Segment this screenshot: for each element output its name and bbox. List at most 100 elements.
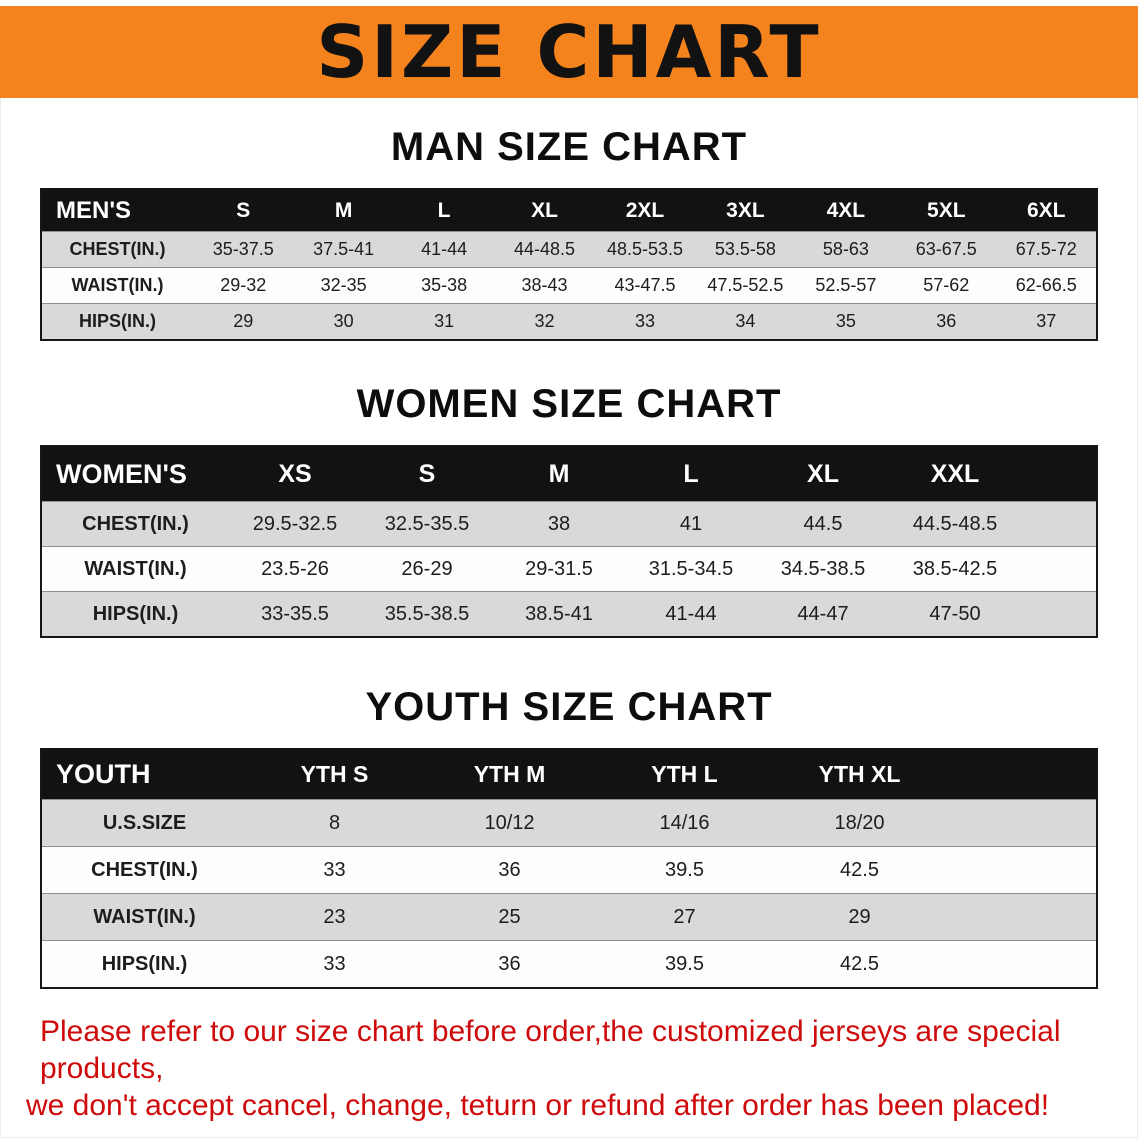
table-row: HIPS(IN.) 33 36 39.5 42.5 (41, 940, 1097, 988)
size-value-cell: 8 (247, 799, 422, 847)
size-value-cell: 10/12 (422, 799, 597, 847)
size-header-cell: M (293, 189, 394, 232)
men-table-header-row: MEN'S S M L XL 2XL 3XL 4XL 5XL 6XL (41, 189, 1097, 232)
men-corner-header: MEN'S (41, 189, 193, 232)
size-header-cell: L (625, 446, 757, 502)
size-header-cell: XL (757, 446, 889, 502)
row-label-cell: U.S.SIZE (41, 799, 247, 847)
youth-table-header-row: YOUTH YTH S YTH M YTH L YTH XL (41, 749, 1097, 800)
women-chart-heading: WOMEN SIZE CHART (356, 382, 782, 426)
size-value-cell: 14/16 (597, 799, 772, 847)
size-value-cell: 29-31.5 (493, 546, 625, 592)
size-value-cell: 33-35.5 (229, 591, 361, 637)
size-value-cell: 44.5-48.5 (889, 501, 1021, 547)
size-header-cell: 3XL (695, 189, 796, 232)
filler-cell (1021, 591, 1097, 637)
table-row: WAIST(IN.) 23.5-26 26-29 29-31.5 31.5-34… (41, 546, 1097, 592)
size-value-cell: 38-43 (494, 267, 595, 304)
size-value-cell: 31 (393, 303, 495, 340)
page-title: SIZE CHART (316, 10, 822, 94)
men-size-table: MEN'S S M L XL 2XL 3XL 4XL 5XL 6XL CHEST… (40, 188, 1098, 341)
size-header-cell: YTH S (247, 749, 422, 800)
size-header-cell: YTH L (597, 749, 772, 800)
women-section: WOMEN SIZE CHART WOMEN'S XS S M L XL XXL (0, 381, 1138, 638)
table-row: CHEST(IN.) 29.5-32.5 32.5-35.5 38 41 44.… (41, 501, 1097, 547)
row-label-cell: WAIST(IN.) (41, 546, 229, 592)
size-value-cell: 29 (772, 893, 947, 941)
size-header-cell: M (493, 446, 625, 502)
size-value-cell: 58-63 (795, 231, 897, 268)
row-label-cell: HIPS(IN.) (41, 940, 247, 988)
size-header-cell: XL (494, 189, 595, 232)
banner: SIZE CHART (0, 6, 1138, 98)
size-value-cell: 30 (293, 303, 394, 340)
size-value-cell: 44-48.5 (494, 231, 595, 268)
size-value-cell: 43-47.5 (594, 267, 696, 304)
size-value-cell: 47-50 (889, 591, 1021, 637)
size-value-cell: 34 (695, 303, 796, 340)
size-value-cell: 35 (795, 303, 897, 340)
table-row: U.S.SIZE 8 10/12 14/16 18/20 (41, 799, 1097, 847)
filler-cell (1021, 501, 1097, 547)
size-value-cell: 53.5-58 (695, 231, 796, 268)
size-value-cell: 23.5-26 (229, 546, 361, 592)
size-value-cell: 44-47 (757, 591, 889, 637)
youth-size-table: YOUTH YTH S YTH M YTH L YTH XL U.S.SIZE … (40, 748, 1098, 989)
youth-chart-heading: YOUTH SIZE CHART (365, 685, 773, 729)
size-value-cell: 18/20 (772, 799, 947, 847)
size-header-cell: S (361, 446, 493, 502)
size-value-cell: 35-37.5 (193, 231, 294, 268)
size-header-cell: XS (229, 446, 361, 502)
filler-cell (1021, 546, 1097, 592)
size-header-cell: YTH XL (772, 749, 947, 800)
size-value-cell: 41 (625, 501, 757, 547)
size-value-cell: 32.5-35.5 (361, 501, 493, 547)
size-value-cell: 38.5-42.5 (889, 546, 1021, 592)
size-value-cell: 42.5 (772, 940, 947, 988)
filler-cell (947, 846, 1097, 894)
size-value-cell: 63-67.5 (896, 231, 997, 268)
size-value-cell: 44.5 (757, 501, 889, 547)
table-row: WAIST(IN.) 23 25 27 29 (41, 893, 1097, 941)
size-value-cell: 38 (493, 501, 625, 547)
filler-cell (947, 940, 1097, 988)
size-header-cell: 2XL (594, 189, 696, 232)
size-value-cell: 62-66.5 (996, 267, 1097, 304)
size-header-cell: L (393, 189, 495, 232)
size-value-cell: 33 (247, 846, 422, 894)
women-table-header-row: WOMEN'S XS S M L XL XXL (41, 446, 1097, 502)
size-value-cell: 23 (247, 893, 422, 941)
row-label-cell: HIPS(IN.) (41, 303, 193, 340)
size-value-cell: 42.5 (772, 846, 947, 894)
row-label-cell: WAIST(IN.) (41, 893, 247, 941)
size-value-cell: 41-44 (625, 591, 757, 637)
size-value-cell: 33 (247, 940, 422, 988)
men-section: MAN SIZE CHART MEN'S S M L XL 2XL 3XL 4X… (0, 124, 1138, 341)
size-value-cell: 52.5-57 (795, 267, 897, 304)
disclaimer-note: Please refer to our size chart before or… (26, 1013, 1118, 1124)
size-header-cell: 4XL (795, 189, 897, 232)
filler-cell (947, 799, 1097, 847)
women-corner-header: WOMEN'S (41, 446, 229, 502)
men-chart-heading: MAN SIZE CHART (390, 125, 748, 169)
size-value-cell: 35-38 (393, 267, 495, 304)
table-row: CHEST(IN.) 35-37.5 37.5-41 41-44 44-48.5… (41, 231, 1097, 268)
row-label-cell: HIPS(IN.) (41, 591, 229, 637)
table-row: HIPS(IN.) 33-35.5 35.5-38.5 38.5-41 41-4… (41, 591, 1097, 637)
row-label-cell: WAIST(IN.) (41, 267, 193, 304)
table-row: WAIST(IN.) 29-32 32-35 35-38 38-43 43-47… (41, 267, 1097, 304)
filler-cell (1021, 446, 1097, 502)
size-value-cell: 37 (996, 303, 1097, 340)
size-value-cell: 29 (193, 303, 294, 340)
size-value-cell: 36 (422, 940, 597, 988)
row-label-cell: CHEST(IN.) (41, 846, 247, 894)
size-header-cell: XXL (889, 446, 1021, 502)
size-value-cell: 67.5-72 (996, 231, 1097, 268)
size-header-cell: 5XL (896, 189, 997, 232)
size-value-cell: 33 (594, 303, 696, 340)
size-header-cell: YTH M (422, 749, 597, 800)
size-value-cell: 57-62 (896, 267, 997, 304)
disclaimer-line-2: we don't accept cancel, change, teturn o… (26, 1089, 1050, 1122)
youth-section: YOUTH SIZE CHART YOUTH YTH S YTH M YTH L… (0, 684, 1138, 989)
row-label-cell: CHEST(IN.) (41, 231, 193, 268)
